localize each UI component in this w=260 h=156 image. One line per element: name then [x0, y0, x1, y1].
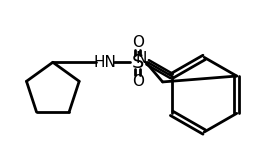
Text: HN: HN — [94, 55, 117, 70]
Text: S: S — [132, 53, 144, 72]
Text: N: N — [136, 51, 147, 66]
Text: O: O — [132, 74, 144, 89]
Text: O: O — [132, 35, 144, 50]
